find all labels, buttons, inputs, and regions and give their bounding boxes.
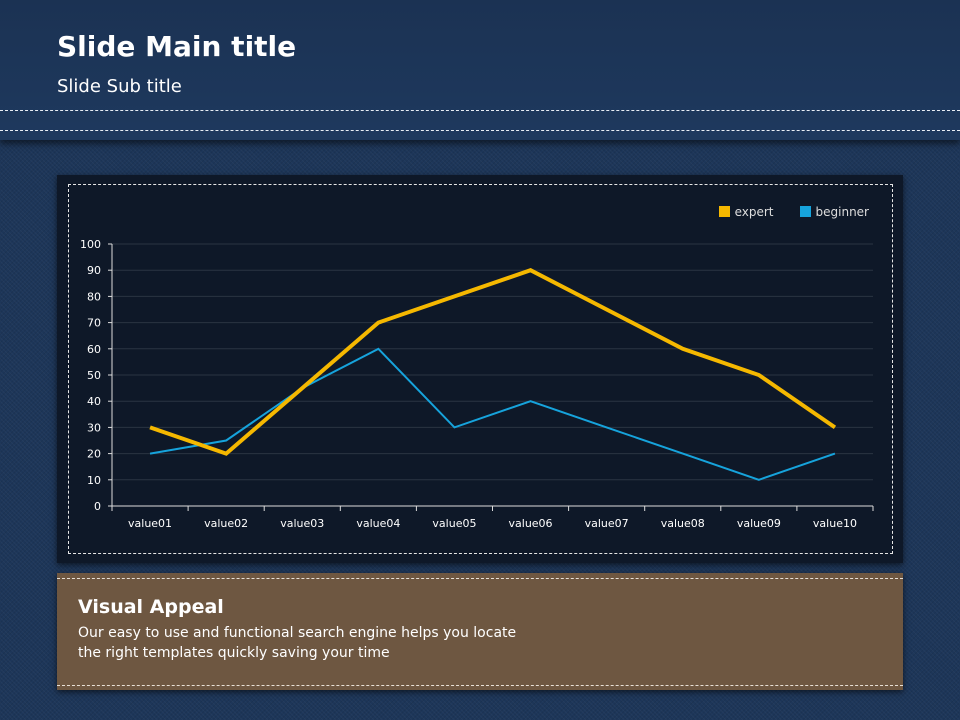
series-line-expert bbox=[149, 268, 837, 456]
x-tick-label: value05 bbox=[432, 517, 476, 530]
stitch-line bbox=[57, 685, 903, 686]
x-tick-label: value02 bbox=[204, 517, 248, 530]
x-tick-label: value07 bbox=[585, 517, 629, 530]
x-tick-label: value06 bbox=[509, 517, 553, 530]
stitch-line bbox=[0, 110, 960, 111]
y-tick-label: 0 bbox=[94, 500, 101, 513]
legend-item-beginner: beginner bbox=[799, 205, 869, 219]
y-tick-label: 90 bbox=[87, 264, 101, 277]
chart-panel: expert beginner bbox=[57, 175, 903, 563]
x-tick-label: value01 bbox=[128, 517, 172, 530]
x-tick-label: value03 bbox=[280, 517, 324, 530]
stitch-line bbox=[57, 578, 903, 579]
y-tick-label: 70 bbox=[87, 317, 101, 330]
y-tick-label: 50 bbox=[87, 369, 101, 382]
slide-header: Slide Main title Slide Sub title bbox=[0, 0, 960, 140]
info-box: Visual Appeal Our easy to use and functi… bbox=[57, 573, 903, 690]
y-tick-label: 100 bbox=[80, 238, 101, 251]
y-tick-label: 30 bbox=[87, 421, 101, 434]
legend-swatch bbox=[718, 206, 730, 217]
y-tick-label: 80 bbox=[87, 290, 101, 303]
y-tick-label: 60 bbox=[87, 343, 101, 356]
legend-swatch bbox=[799, 206, 811, 217]
info-body-line: the right templates quickly saving your … bbox=[78, 645, 390, 661]
stitch-line bbox=[0, 130, 960, 131]
y-tick-label: 20 bbox=[87, 448, 101, 461]
legend-item-expert: expert bbox=[718, 205, 774, 219]
chart-legend: expert beginner bbox=[718, 205, 869, 219]
info-body: Our easy to use and functional search en… bbox=[78, 623, 598, 663]
x-tick-label: value10 bbox=[813, 517, 857, 530]
slide-subtitle: Slide Sub title bbox=[57, 76, 182, 97]
legend-label: beginner bbox=[815, 205, 869, 219]
series-line-beginner bbox=[149, 347, 836, 481]
x-tick-label: value09 bbox=[737, 517, 781, 530]
slide-title: Slide Main title bbox=[57, 30, 297, 63]
info-body-line: Our easy to use and functional search en… bbox=[78, 625, 517, 641]
y-tick-label: 10 bbox=[87, 474, 101, 487]
legend-label: expert bbox=[734, 205, 774, 219]
y-tick-label: 40 bbox=[87, 395, 101, 408]
x-tick-label: value04 bbox=[356, 517, 400, 530]
info-title: Visual Appeal bbox=[78, 596, 224, 618]
chart-border bbox=[68, 184, 893, 554]
x-tick-label: value08 bbox=[661, 517, 705, 530]
